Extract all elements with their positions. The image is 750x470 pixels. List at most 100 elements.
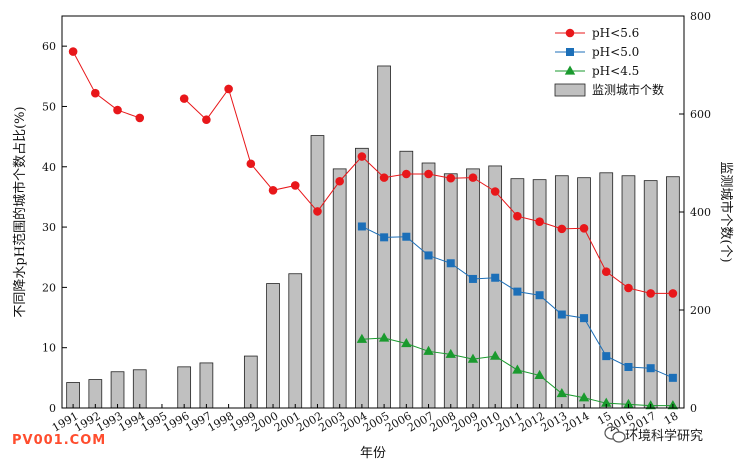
point-1-2011 — [513, 287, 522, 296]
point-2-2009 — [467, 353, 479, 363]
right-tick-label: 200 — [690, 304, 711, 317]
point-1-2016 — [624, 362, 633, 371]
bar-2015 — [599, 172, 614, 409]
legend-label: pH<5.0 — [592, 45, 639, 59]
point-0-2006 — [402, 169, 411, 179]
legend-swatch — [554, 83, 586, 97]
point-1-2015 — [602, 352, 611, 361]
bar-2014 — [577, 177, 591, 409]
x-tick-label: 2014 — [561, 409, 592, 434]
point-0-2013 — [557, 224, 567, 234]
left-tick-label: 20 — [42, 281, 56, 294]
bar-2010 — [488, 165, 503, 409]
legend-marker — [566, 48, 574, 56]
point-1-2013 — [557, 310, 566, 319]
x-axis-title: 年份 — [360, 446, 386, 461]
series-1 — [357, 222, 677, 382]
right-tick-label: 800 — [690, 10, 711, 23]
point-0-1994 — [135, 113, 145, 123]
point-1-2009 — [468, 274, 477, 283]
point-0-2002 — [313, 207, 322, 216]
bar-1997 — [199, 362, 214, 409]
bar-2001 — [288, 273, 303, 409]
point-0-2004 — [357, 152, 367, 161]
bars-layer — [66, 65, 680, 409]
right-tick-label: 0 — [690, 402, 697, 415]
left-axis: 0 10 20 30 40 50 60 — [42, 40, 67, 415]
point-2-2015 — [601, 397, 612, 407]
left-tick-label: 10 — [42, 342, 56, 355]
point-1-2006 — [402, 232, 411, 241]
point-1-2014 — [580, 314, 589, 323]
point-2-2010 — [489, 350, 501, 360]
bar-1993 — [110, 371, 125, 409]
point-2-2013 — [556, 388, 568, 398]
legend-marker — [564, 65, 576, 75]
legend-item-0: pH<5.6 — [555, 26, 639, 40]
legend-item-2: pH<4.5 — [555, 64, 639, 78]
point-2-2004 — [356, 333, 368, 343]
point-0-2005 — [379, 173, 389, 182]
point-0-2015 — [601, 267, 611, 277]
point-0-2016 — [624, 283, 633, 293]
lines-layer — [68, 47, 679, 410]
point-1-2012 — [535, 291, 544, 300]
series-0 — [68, 47, 678, 298]
watermark-left: PV001.COM — [12, 433, 106, 448]
legend: pH<5.6 pH<5.0 pH<4.5 监测城市个数 — [554, 26, 664, 97]
legend-label: pH<5.6 — [592, 26, 639, 40]
watermark-right: 环境科学研究 — [625, 428, 703, 444]
point-0-2014 — [579, 223, 589, 233]
left-tick-label: 40 — [42, 161, 56, 174]
point-0-1999 — [246, 159, 256, 169]
bar-2013 — [554, 175, 569, 409]
point-2-2007 — [423, 345, 434, 355]
legend-label: 监测城市个数 — [592, 82, 664, 97]
left-tick-label: 0 — [49, 402, 56, 415]
left-tick-label: 30 — [42, 221, 56, 234]
point-2-2012 — [534, 369, 545, 380]
bar-2004 — [355, 147, 369, 409]
point-2-2008 — [445, 348, 456, 358]
point-0-1991 — [68, 47, 78, 56]
point-2-2006 — [401, 337, 412, 348]
point-0-2003 — [335, 176, 344, 186]
bar-2003 — [332, 168, 347, 409]
point-0-2018 — [668, 289, 678, 298]
bar-2009 — [466, 168, 480, 409]
point-0-2008 — [446, 173, 456, 183]
right-axis-title: 监测城市个数(个) — [718, 161, 734, 262]
left-tick-label: 60 — [42, 40, 56, 53]
left-tick-label: 50 — [42, 100, 56, 113]
bar-1992 — [88, 379, 103, 409]
left-axis-title: 不同降水pH范围的城市个数占比(%) — [12, 106, 28, 317]
point-2-2014 — [578, 392, 590, 402]
point-0-2012 — [535, 217, 544, 226]
point-1-2008 — [446, 259, 455, 268]
legend-label: pH<4.5 — [592, 64, 639, 78]
point-2-2011 — [512, 364, 523, 374]
bar-2002 — [310, 135, 325, 409]
point-0-1998 — [224, 84, 233, 94]
x-axis: 1991199219931994199519961997199819992000… — [50, 404, 680, 435]
point-1-2005 — [380, 233, 389, 242]
point-1-2017 — [646, 364, 655, 373]
bar-2007 — [421, 162, 436, 409]
point-0-1997 — [202, 115, 211, 125]
series-line-0 — [72, 51, 140, 119]
point-0-2007 — [424, 169, 433, 179]
point-0-2000 — [268, 185, 278, 195]
right-axis: 0 200 400 600 800 — [679, 10, 711, 415]
point-1-2007 — [424, 251, 433, 260]
point-0-2010 — [490, 187, 500, 196]
point-0-2001 — [290, 181, 300, 190]
point-0-2011 — [513, 211, 522, 221]
point-1-2010 — [491, 273, 500, 282]
x-tick-label: 15 — [595, 409, 614, 427]
bar-2006 — [399, 150, 414, 409]
legend-item-1: pH<5.0 — [555, 45, 639, 59]
bar-1996 — [177, 366, 192, 409]
point-2-2005 — [378, 332, 390, 342]
